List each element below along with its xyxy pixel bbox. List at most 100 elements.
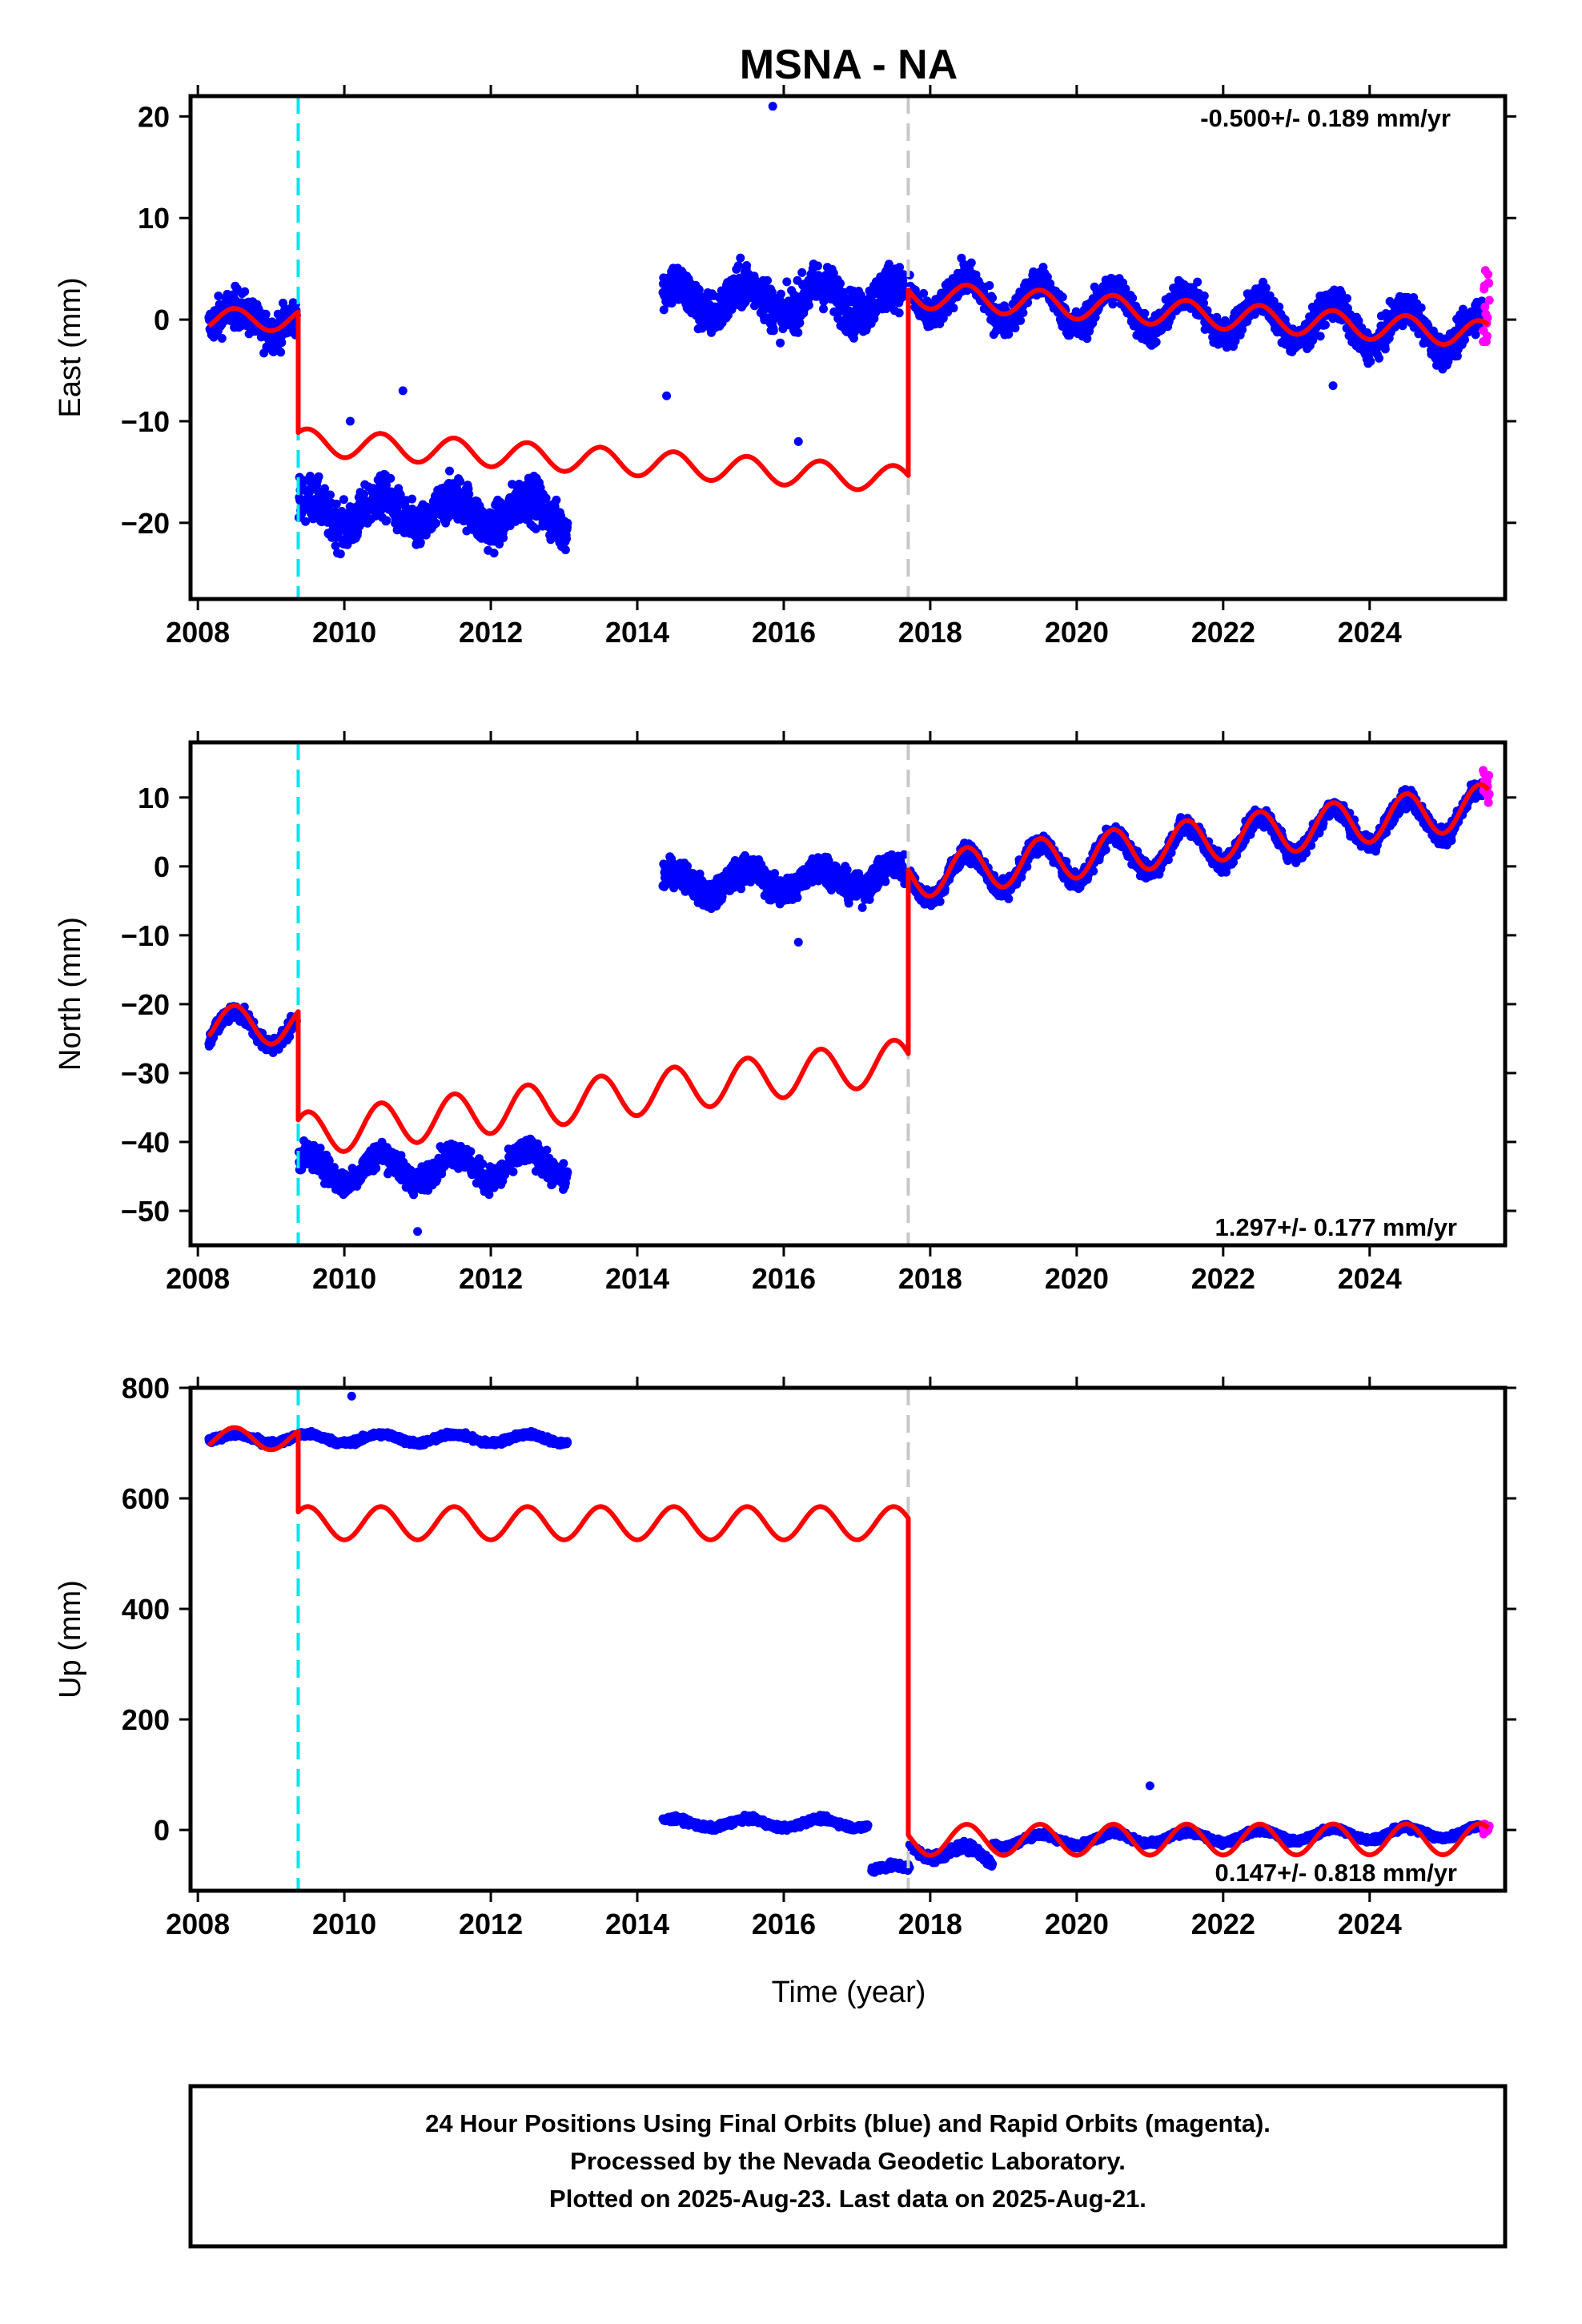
x-tick-label: 2020 bbox=[1045, 616, 1109, 649]
final-orbit-point bbox=[331, 541, 340, 551]
final-orbit-point bbox=[1416, 303, 1426, 312]
final-orbit-point bbox=[1337, 288, 1347, 298]
final-orbit-point bbox=[1308, 336, 1318, 345]
final-orbit-point bbox=[988, 293, 998, 303]
final-orbit-point bbox=[359, 489, 368, 499]
final-orbit-point bbox=[214, 292, 223, 301]
y-tick-label: −20 bbox=[121, 507, 170, 540]
outlier-point bbox=[345, 416, 355, 426]
final-orbit-point bbox=[371, 1164, 381, 1173]
final-orbit-point bbox=[736, 253, 745, 263]
final-orbit-point bbox=[552, 495, 561, 505]
final-orbit-point bbox=[1452, 352, 1462, 361]
final-orbit-point bbox=[382, 480, 391, 490]
rate-annotation: -0.500+/- 0.189 mm/yr bbox=[1200, 104, 1451, 132]
final-orbit-point bbox=[1366, 356, 1375, 366]
final-orbit-point bbox=[508, 1167, 518, 1176]
final-orbit-point bbox=[314, 472, 323, 481]
outlier-point bbox=[768, 102, 777, 111]
final-orbit-point bbox=[1004, 329, 1014, 339]
plot-frame bbox=[188, 94, 1508, 601]
final-orbit-point bbox=[1343, 294, 1351, 304]
final-orbit-point bbox=[335, 549, 345, 559]
final-orbit-point bbox=[797, 267, 807, 277]
final-orbit-point bbox=[829, 268, 838, 278]
x-tick-label: 2018 bbox=[898, 616, 962, 649]
final-orbit-point bbox=[659, 305, 669, 315]
final-orbit-point bbox=[456, 476, 465, 486]
final-orbit-point bbox=[432, 518, 441, 528]
final-orbit-point bbox=[1199, 299, 1208, 308]
final-orbit-point bbox=[541, 493, 551, 503]
final-orbit-point bbox=[464, 489, 474, 499]
x-tick-label: 2010 bbox=[312, 616, 376, 649]
final-orbit-point bbox=[1315, 332, 1325, 341]
final-orbit-point bbox=[1375, 353, 1383, 363]
final-orbit-point bbox=[339, 495, 348, 505]
final-orbit-point bbox=[416, 537, 425, 547]
final-orbit-point bbox=[694, 285, 704, 295]
final-orbit-point bbox=[1108, 300, 1118, 309]
final-orbit-point bbox=[466, 1147, 476, 1156]
x-tick-label: 2016 bbox=[752, 616, 816, 649]
final-orbit-point bbox=[301, 517, 311, 526]
final-orbit-point bbox=[324, 1156, 334, 1165]
final-orbit-point bbox=[782, 277, 792, 287]
final-orbit-point bbox=[1199, 292, 1209, 300]
north-panel: 2008 2010 2012 2014 2016 2018 2020 2022 2024100−… bbox=[54, 731, 1516, 1295]
y-tick-label: −10 bbox=[121, 405, 170, 438]
final-orbit-point bbox=[742, 261, 752, 270]
final-orbit-point bbox=[562, 534, 572, 544]
outlier-point bbox=[793, 436, 803, 446]
x-tick-label: 2014 bbox=[605, 616, 669, 649]
outlier-point bbox=[1328, 381, 1338, 391]
final-orbit-point bbox=[894, 308, 904, 318]
final-orbit-point bbox=[331, 499, 341, 509]
rapid-orbit-point bbox=[1480, 302, 1490, 312]
final-orbit-point bbox=[1010, 324, 1020, 333]
final-orbit-point bbox=[396, 490, 405, 500]
final-orbit-point bbox=[542, 1145, 552, 1155]
final-orbit-point bbox=[1354, 316, 1363, 326]
final-orbit-point bbox=[776, 289, 785, 299]
final-orbit-point bbox=[1261, 283, 1271, 293]
final-orbit-point bbox=[1058, 292, 1067, 302]
final-orbit-point bbox=[1128, 293, 1138, 303]
plot-area bbox=[204, 96, 1494, 599]
model-curve bbox=[207, 282, 1490, 493]
final-orbit-point bbox=[793, 328, 803, 337]
final-orbit-point bbox=[261, 309, 271, 319]
y-tick-label: 10 bbox=[138, 202, 170, 235]
x-tick-label: 2024 bbox=[1338, 616, 1402, 649]
final-orbit-point bbox=[1193, 277, 1203, 287]
final-orbit-point bbox=[985, 281, 994, 290]
final-orbit-point bbox=[1275, 302, 1284, 312]
final-orbit-point bbox=[1460, 335, 1469, 344]
chart-title: MSNA - NA bbox=[740, 42, 958, 88]
plot-area bbox=[204, 742, 1494, 1245]
x-tick-label: 2022 bbox=[1191, 616, 1255, 649]
final-orbit-point bbox=[836, 279, 845, 288]
final-orbit-point bbox=[499, 533, 508, 543]
final-orbit-point bbox=[1320, 320, 1330, 330]
final-orbit-point bbox=[326, 490, 335, 500]
final-orbit-point bbox=[386, 473, 396, 483]
final-orbit-point bbox=[884, 259, 893, 269]
rapid-orbit-point bbox=[1484, 270, 1493, 279]
final-orbit-point bbox=[804, 300, 813, 310]
final-orbit-point bbox=[285, 1032, 295, 1041]
final-orbit-point bbox=[769, 326, 778, 336]
final-orbit-point bbox=[895, 263, 905, 272]
rapid-orbit-point bbox=[1484, 296, 1494, 305]
final-orbit-point bbox=[1140, 308, 1150, 318]
y-tick-label: 0 bbox=[154, 304, 170, 336]
final-orbit-point bbox=[733, 261, 743, 271]
final-orbit-point bbox=[408, 494, 417, 504]
final-orbit-point bbox=[819, 304, 828, 314]
final-orbit-point bbox=[949, 304, 958, 313]
final-orbit-point bbox=[315, 1144, 325, 1153]
final-orbit-point bbox=[489, 549, 499, 558]
final-orbit-point bbox=[330, 507, 339, 517]
rapid-orbit-point bbox=[1484, 279, 1494, 288]
